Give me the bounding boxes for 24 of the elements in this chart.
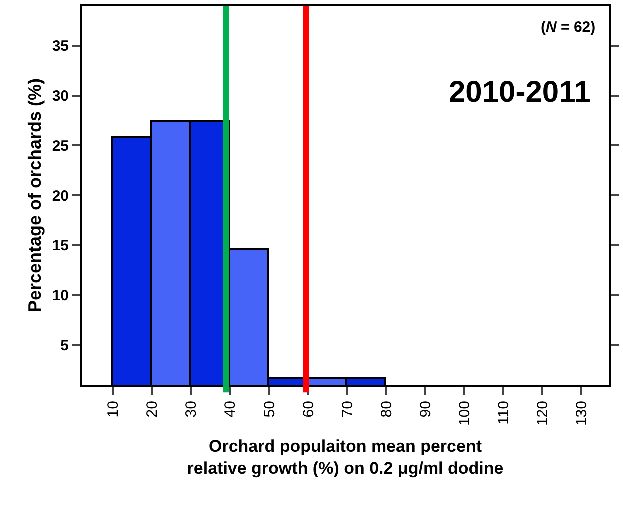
- x-tick-label: 70: [339, 401, 356, 418]
- x-axis-title: Orchard populaiton mean percent relative growth (%) on 0.2 μg/ml dodine: [187, 436, 504, 478]
- x-tick-label: 110: [495, 401, 512, 425]
- y-tick-label: 25: [52, 138, 69, 155]
- x-tick-label: 40: [222, 401, 240, 418]
- annotation: (N = 62): [541, 19, 596, 36]
- x-tick-label: 30: [183, 401, 200, 418]
- x-tick-label: 10: [105, 401, 122, 418]
- x-tick-label: 100: [456, 401, 474, 426]
- y-tick-label: 35: [52, 38, 69, 56]
- x-tick-label: 130: [574, 401, 591, 426]
- x-tick-label: 120: [534, 401, 552, 426]
- x-tick-label: 60: [300, 401, 318, 418]
- x-tick-label: 50: [261, 401, 278, 418]
- x-tick-label: 80: [378, 401, 396, 418]
- x-tick-label: 90: [417, 401, 434, 418]
- y-tick-label: 20: [52, 188, 69, 205]
- y-tick-label: 15: [52, 238, 69, 255]
- y-tick-label: 30: [52, 88, 69, 106]
- annotation: 2010-2011: [449, 76, 591, 109]
- x-tick-label: 20: [144, 401, 162, 418]
- y-axis-title: Percentage of orchards (%): [25, 78, 46, 313]
- y-tick-label: 5: [60, 337, 69, 354]
- y-tick-label: 10: [52, 287, 69, 304]
